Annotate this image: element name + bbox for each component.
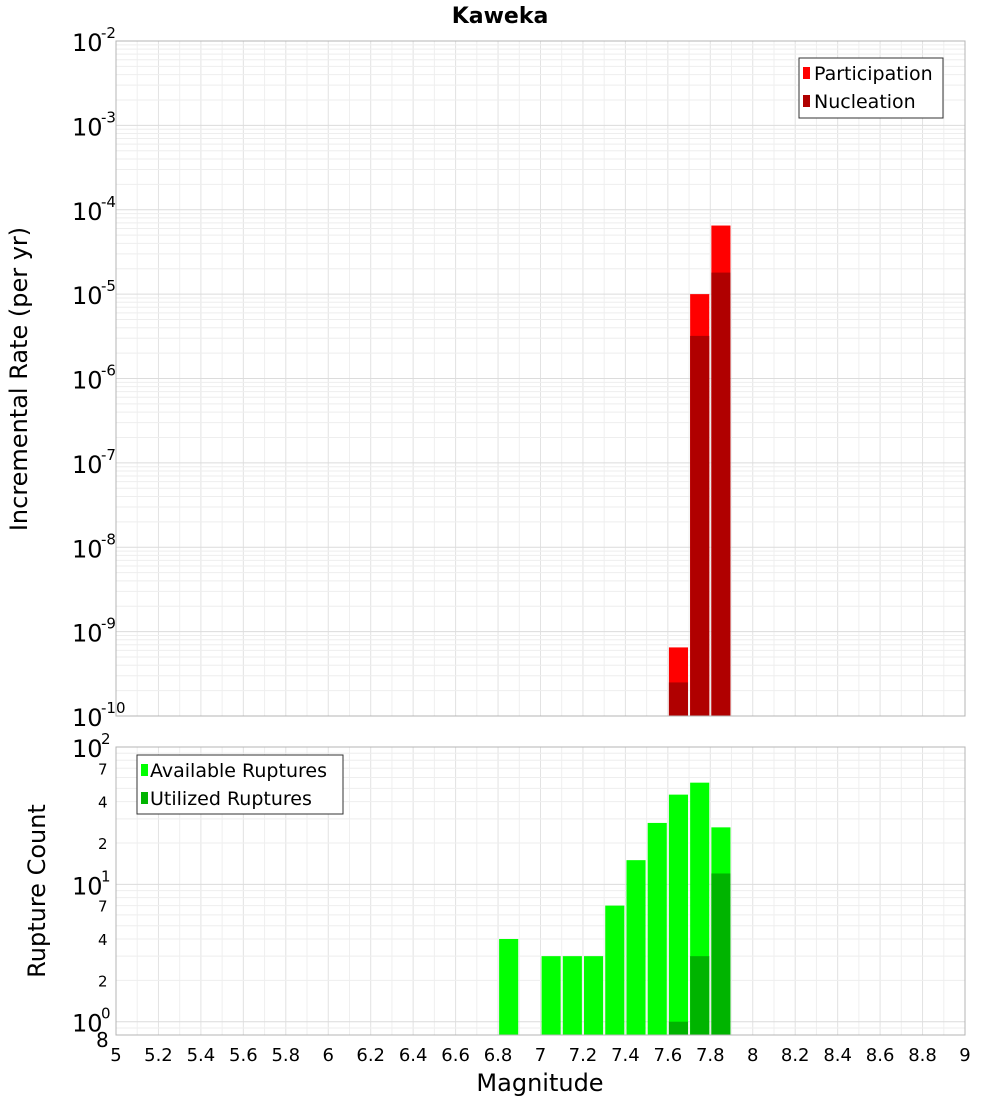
bar-nucleation [690, 335, 710, 716]
bar-available-ruptures [668, 794, 689, 1035]
chart-title: Kaweka [452, 4, 549, 29]
x-tick-label: 5.2 [144, 1045, 173, 1066]
x-tick-label: 7.4 [611, 1045, 640, 1066]
top-plot-panel: 10-210-310-410-510-610-710-810-910-10 [72, 24, 966, 732]
legend-label-available-ruptures: Available Ruptures [150, 760, 327, 782]
bar-available-ruptures [562, 956, 582, 1035]
y-tick-label: 10 [72, 704, 103, 732]
y-minor-tick-label: 4 [98, 931, 108, 949]
y-tick-exponent: -2 [101, 24, 116, 42]
top-y-axis-ticks: 10-210-310-410-510-610-710-810-910-10 [72, 24, 126, 732]
bar-nucleation [668, 682, 689, 716]
x-tick-label: 6.4 [399, 1045, 428, 1066]
y-minor-tick-label: 7 [98, 898, 108, 916]
y-tick-label: 10 [72, 620, 103, 648]
bar-utilized-ruptures [711, 873, 731, 1035]
x-tick-label: 6.8 [484, 1045, 513, 1066]
y-tick-exponent: 2 [101, 730, 111, 748]
bottom-y-axis-label: Rupture Count [23, 804, 51, 978]
y-tick-label: 10 [72, 113, 103, 141]
y-tick-exponent: -7 [101, 446, 116, 464]
x-tick-label: 7.8 [696, 1045, 725, 1066]
x-tick-label: 8.4 [823, 1045, 852, 1066]
bar-utilized-ruptures [690, 956, 710, 1035]
y-tick-label: 10 [72, 367, 103, 395]
x-tick-label: 8.6 [866, 1045, 895, 1066]
y-tick-exponent: -9 [101, 615, 116, 633]
top-plot-frame [115, 40, 966, 717]
bar-available-ruptures [626, 860, 646, 1035]
bar-available-ruptures [605, 905, 625, 1035]
x-tick-label: 8.2 [781, 1045, 810, 1066]
y-tick-label: 10 [72, 29, 103, 57]
y-tick-label: 10 [72, 198, 103, 226]
x-tick-label: 7.6 [654, 1045, 683, 1066]
y-minor-tick-label: 8 [96, 1028, 109, 1052]
legend-swatch-available-ruptures [141, 764, 148, 776]
bar-available-ruptures [647, 822, 667, 1035]
x-axis-ticks: 5 5.2 5.4 5.6 5.8 6 6.2 6.4 6.6 6.8 7 7.2 7.4 7.6 7.8 8… [110, 1045, 970, 1066]
bottom-legend-box [136, 754, 344, 815]
y-tick-label: 10 [72, 735, 103, 763]
bottom-legend: Available Ruptures Utilized Ruptures [136, 754, 344, 815]
y-tick-label: 10 [72, 282, 103, 310]
y-minor-tick-label: 2 [98, 972, 108, 990]
y-tick-exponent: -6 [101, 362, 116, 380]
legend-label-utilized-ruptures: Utilized Ruptures [150, 788, 312, 810]
top-grid [115, 41, 966, 717]
y-minor-tick-label: 7 [98, 760, 108, 778]
y-tick-exponent: 0 [101, 1005, 111, 1023]
x-tick-label: 9 [959, 1045, 970, 1066]
bar-available-ruptures [584, 956, 604, 1035]
x-tick-label: 6.2 [356, 1045, 385, 1066]
y-tick-exponent: -10 [101, 699, 126, 717]
y-tick-exponent: -5 [101, 277, 116, 295]
x-tick-label: 6.6 [441, 1045, 470, 1066]
x-tick-label: 5.8 [271, 1045, 300, 1066]
bar-nucleation [711, 272, 731, 716]
y-minor-tick-label: 4 [98, 794, 108, 812]
legend-swatch-utilized-ruptures [141, 792, 148, 804]
top-y-axis-label: Incremental Rate (per yr) [5, 227, 33, 531]
x-tick-label: 6 [323, 1045, 334, 1066]
y-tick-exponent: -8 [101, 530, 116, 548]
legend-swatch-nucleation [803, 95, 810, 107]
y-tick-label: 10 [72, 872, 103, 900]
x-tick-label: 7.2 [569, 1045, 598, 1066]
x-tick-label: 5.4 [187, 1045, 216, 1066]
y-tick-label: 10 [72, 535, 103, 563]
y-tick-label: 10 [72, 451, 103, 479]
bottom-bars [499, 782, 731, 1035]
x-axis-label: Magnitude [476, 1069, 603, 1097]
bar-available-ruptures [499, 939, 519, 1035]
bar-available-ruptures [541, 956, 561, 1035]
y-tick-exponent: 1 [101, 867, 111, 885]
x-tick-label: 5.6 [229, 1045, 258, 1066]
top-legend: Participation Nucleation [798, 57, 944, 119]
y-tick-exponent: -4 [101, 193, 116, 211]
y-tick-label: 10 [72, 1010, 103, 1038]
bar-utilized-ruptures [668, 1021, 689, 1035]
legend-label-participation: Participation [814, 63, 933, 85]
x-tick-label: 5 [110, 1045, 121, 1066]
top-bars [668, 225, 731, 716]
y-minor-tick-label: 2 [98, 835, 108, 853]
x-tick-label: 8.8 [908, 1045, 937, 1066]
y-tick-exponent: -3 [101, 108, 116, 126]
bottom-plot-frame [115, 746, 966, 1036]
x-tick-label: 8 [747, 1045, 758, 1066]
x-tick-label: 7 [535, 1045, 546, 1066]
legend-swatch-participation [803, 67, 810, 79]
top-legend-box [798, 57, 944, 119]
legend-label-nucleation: Nucleation [814, 91, 916, 113]
